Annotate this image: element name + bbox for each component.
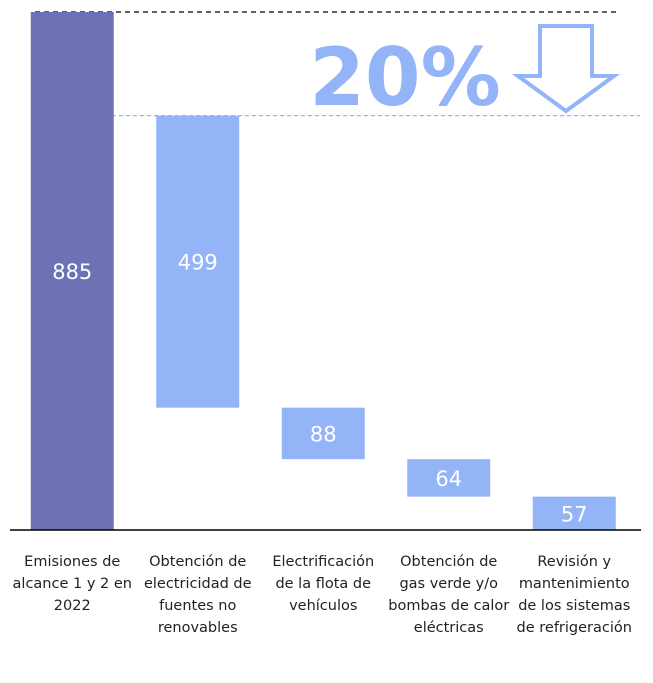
down-arrow: [511, 24, 621, 114]
bar: [407, 459, 491, 497]
bar: [281, 407, 365, 460]
value-label: 57: [561, 502, 588, 526]
annotation: 20%: [309, 31, 500, 124]
x-tick-label: Electrificación de la flota de vehículos: [272, 554, 375, 614]
bar: [532, 496, 616, 530]
x-tick-label: Obtención de gas verde y/o bombas de cal…: [388, 554, 510, 636]
value-label: 499: [178, 251, 218, 275]
x-tick-label: Obtención de electricidad de fuentes no …: [143, 554, 252, 636]
x-tick-label: Emisiones de alcance 1 y 2 en 2022: [12, 554, 132, 614]
value-label: 88: [310, 422, 337, 446]
value-label: 64: [435, 467, 462, 491]
bar: [156, 115, 240, 408]
value-label: 885: [52, 260, 92, 284]
x-tick-label: Revisión y mantenimiento de los sistemas…: [516, 554, 632, 636]
bar: [30, 12, 114, 530]
